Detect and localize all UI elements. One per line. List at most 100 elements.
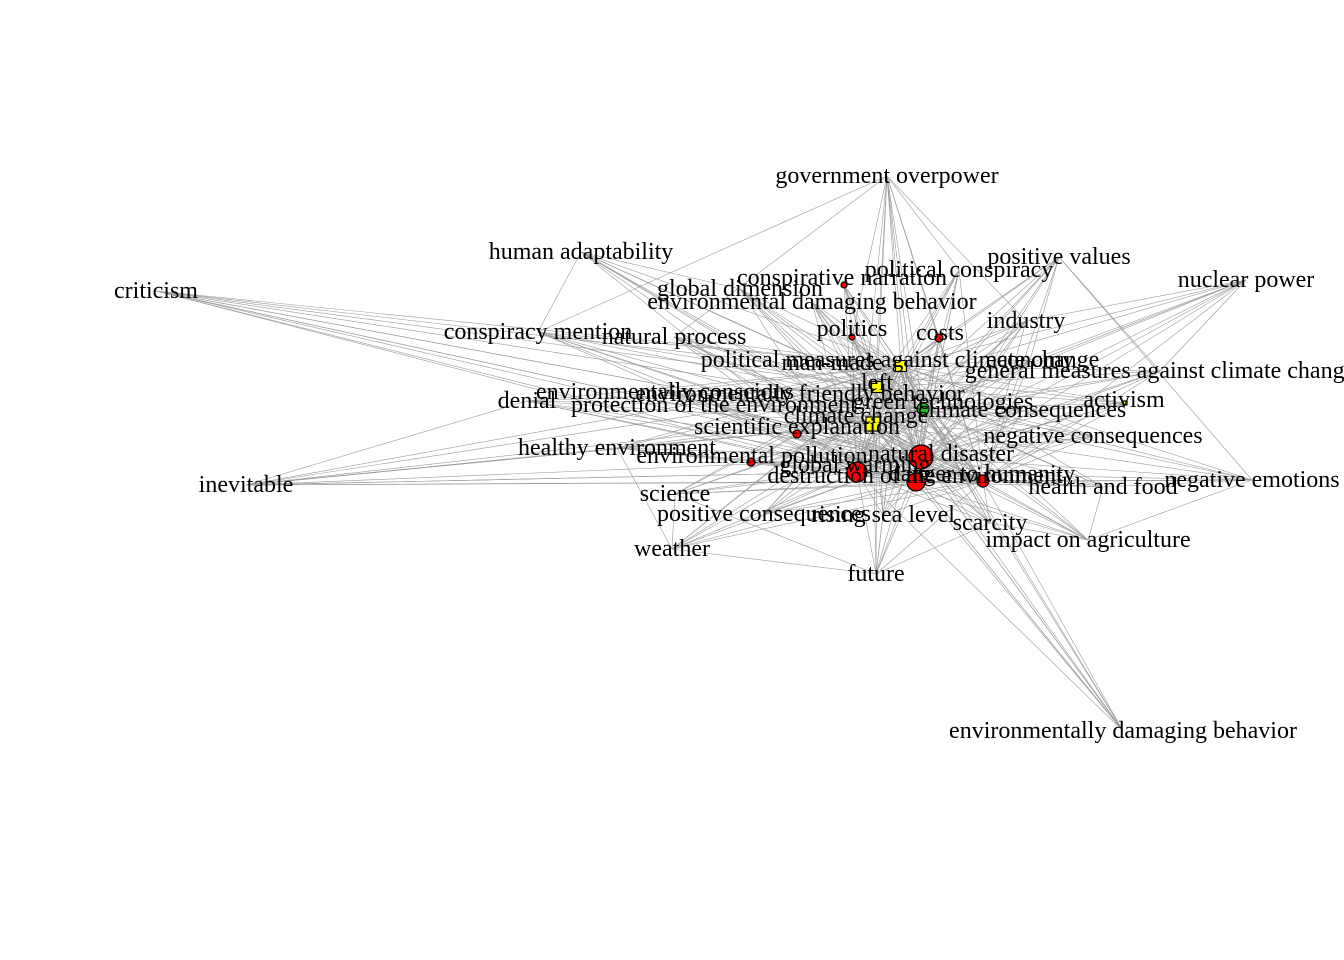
- edge-danger_to_humanity-criticism: [155, 290, 984, 482]
- edge-danger_to_humanity-positive_consequences: [763, 480, 984, 515]
- edge-destruction-conspiracy_mention: [537, 331, 917, 483]
- edge-global_warming-science: [674, 471, 858, 495]
- edge-danger_to_humanity-costs: [938, 337, 984, 482]
- edge-green_technologies-politics: [851, 336, 924, 410]
- edge-destruction-environmental_pollution: [750, 461, 917, 483]
- edge-left-science: [674, 386, 878, 495]
- edge-green_technologies-environmentally_friendly: [799, 393, 924, 410]
- edge-danger_to_humanity-green_technologies: [922, 408, 984, 482]
- edge-left-criticism: [155, 290, 878, 388]
- node-label-rising-sea-level: rising sea level: [811, 502, 955, 528]
- node-label-political-conspiracy: political conspiracy: [865, 257, 1054, 283]
- node-label-industry: industry: [987, 308, 1066, 334]
- edge-green_technologies-environmental_pollution: [750, 408, 924, 463]
- edge-destruction-climate_change: [872, 423, 917, 483]
- edge-natural_disaster-natural_process: [673, 336, 922, 458]
- node-marker-politics: [848, 333, 856, 341]
- edge-danger_to_humanity-positive_values: [982, 256, 1060, 482]
- node-label-left: left: [861, 370, 893, 396]
- node-label-destruction: destruction of the environment: [767, 463, 1063, 489]
- edge-green_technologies-natural_process: [673, 336, 924, 410]
- edge-man_made-positive_values: [900, 256, 1060, 367]
- edge-danger_to_humanity-env_damaging_behavior2: [982, 480, 1124, 732]
- node-label-climate-consequences: climate consequences: [918, 397, 1127, 423]
- edge-global_warming-criticism: [155, 290, 858, 473]
- node-label-natural-process: natural process: [602, 324, 747, 350]
- node-label-global-warming: global warming: [779, 452, 930, 478]
- edge-government_overpower-politics: [851, 175, 888, 338]
- edge-positive_values-general_measures: [1058, 256, 1161, 372]
- edge-green_technologies-environmentally_conscious: [664, 391, 924, 410]
- edge-left-negative_consequences: [876, 386, 1094, 437]
- edge-danger_to_humanity-negative_consequences: [982, 435, 1094, 482]
- edge-danger_to_humanity-activism: [982, 402, 1126, 482]
- edge-green_technologies-conspirative_narration: [843, 284, 924, 410]
- node-marker-natural-disaster: [908, 444, 934, 470]
- node-label-denial: denial: [498, 388, 557, 414]
- edge-green_technologies-rising_sea_level: [882, 408, 924, 516]
- edge-danger_to_humanity-political_conspiracy: [958, 269, 984, 482]
- node-label-economy: economy: [986, 347, 1074, 373]
- edge-government_overpower-conspiracy_mention: [537, 175, 888, 333]
- edge-nuclear_power-economy: [1029, 279, 1247, 361]
- edge-danger_to_humanity-political_measures: [899, 359, 984, 482]
- edge-global_warming-protection: [713, 404, 858, 473]
- node-label-general-measures: general measures against climate change: [965, 358, 1344, 384]
- edge-left-politics: [851, 336, 878, 388]
- edge-destruction-positive_values: [915, 256, 1060, 483]
- edge-man_made-weather: [671, 365, 902, 550]
- node-marker-climate-change: [865, 416, 881, 432]
- node-label-scientific-explanation: scientific explanation: [694, 414, 900, 440]
- edge-destruction-science: [674, 481, 917, 495]
- edge-health_and_food-impact_on_agriculture: [1087, 486, 1104, 541]
- edge-danger_to_humanity-negative_emotions: [982, 479, 1253, 482]
- edge-weather-healthy_environment: [616, 447, 673, 550]
- node-label-conspirative-narration: conspirative narration: [737, 265, 947, 291]
- edge-natural_disaster-protection: [713, 404, 922, 458]
- node-marker-global-warming: [846, 461, 868, 483]
- edge-man_made-healthy_environment: [616, 365, 902, 449]
- edge-left-positive_values: [876, 256, 1060, 388]
- edge-danger_to_humanity-denial: [526, 400, 984, 482]
- edge-left-economy: [876, 359, 1031, 388]
- edge-green_technologies-man_made: [900, 365, 924, 410]
- edge-climate_change-environmental_damaging_behavior: [811, 301, 874, 425]
- edge-criticism-natural_disaster: [155, 290, 922, 458]
- edge-inevitable-healthy_environment: [245, 447, 618, 486]
- edge-green_technologies-health_and_food: [922, 408, 1104, 488]
- node-label-natural-disaster: natural disaster: [868, 441, 1014, 467]
- node-label-positive-values: positive values: [987, 244, 1130, 270]
- edge-destruction-impact_on_agriculture: [915, 481, 1089, 541]
- edge-left-natural_process: [673, 336, 878, 388]
- edge-scarcity-impact_on_agriculture: [989, 522, 1089, 541]
- node-label-healthy-environment: healthy environment: [518, 435, 716, 461]
- edge-green_technologies-government_overpower: [886, 175, 924, 410]
- edge-danger_to_humanity-human_adaptability: [580, 251, 984, 482]
- edge-inevitable-global_warming: [245, 471, 858, 486]
- edge-green_technologies-conspiracy_mention: [537, 331, 924, 410]
- edge-env_damaging_behavior2-natural_disaster: [920, 456, 1124, 732]
- edge-green_technologies-healthy_environment: [616, 408, 924, 449]
- edge-destruction-nuclear_power: [915, 279, 1247, 483]
- edge-danger_to_humanity-impact_on_agriculture: [982, 480, 1089, 541]
- edge-destruction-politics: [851, 336, 917, 483]
- edge-danger_to_humanity-man_made: [900, 365, 984, 482]
- node-label-green-technologies: green technologies: [853, 389, 1034, 415]
- edge-green_technologies-left: [876, 386, 924, 410]
- edge-global_warming-future: [856, 471, 877, 575]
- edge-natural_disaster-impact_on_agriculture: [920, 456, 1089, 541]
- edge-danger_to_humanity-environmentally_friendly: [799, 393, 984, 482]
- edge-man_made-denial: [526, 365, 902, 402]
- edge-global_warming-conspiracy_mention: [537, 331, 858, 473]
- edge-natural_disaster-climate_consequences: [920, 409, 1023, 458]
- edge-climate_change-denial: [526, 400, 874, 425]
- edge-nuclear_power-general_measures: [1159, 279, 1247, 372]
- edge-destruction-scarcity: [915, 481, 991, 524]
- edge-left-political_conspiracy: [876, 269, 960, 388]
- edge-danger_to_humanity-weather: [671, 480, 984, 550]
- edge-danger_to_humanity-health_and_food: [982, 480, 1104, 488]
- node-label-environmentally-friendly: environmentally friendly behavior: [635, 381, 964, 407]
- edge-green_technologies-protection: [713, 404, 924, 410]
- edge-man_made-economy: [900, 359, 1031, 367]
